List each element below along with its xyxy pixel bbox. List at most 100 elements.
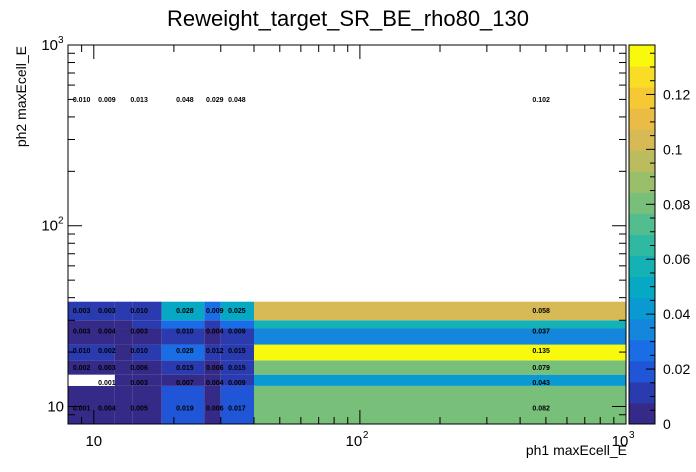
cell-value-label: 0.003 xyxy=(73,308,91,315)
colorbar-segment xyxy=(629,276,655,299)
colorbar-tick-label: 0.02 xyxy=(663,361,690,377)
cell-value-label: 0.028 xyxy=(176,348,194,355)
cell-value-label: 0.003 xyxy=(130,328,148,335)
heatmap-cell xyxy=(220,328,254,345)
heatmap-cell xyxy=(68,385,115,424)
cell-value-label: 0.007 xyxy=(176,380,194,387)
heatmap-cell xyxy=(68,301,115,321)
cell-value-label: 0.001 xyxy=(98,380,116,387)
cell-value-label: 0.009 xyxy=(206,308,224,315)
heatmap-cell xyxy=(204,301,221,321)
colorbar-segment xyxy=(629,66,655,88)
heatmap-cell xyxy=(220,344,254,361)
colorbar-segment xyxy=(629,150,655,172)
colorbar-segment xyxy=(629,402,655,425)
colorbar-segment xyxy=(629,255,655,278)
colorbar-segment xyxy=(629,45,655,67)
heatmap-cell xyxy=(114,360,133,375)
heatmap-cell xyxy=(204,360,221,375)
colorbar-segment xyxy=(629,234,655,257)
heatmap-cell xyxy=(68,328,115,345)
heatmap-cell xyxy=(114,385,133,424)
colorbar-segment xyxy=(629,213,655,235)
cell-value-label: 0.006 xyxy=(206,365,224,372)
x-tick-exponent: 3 xyxy=(629,430,635,441)
x-tick-label: 10 xyxy=(85,433,102,450)
heatmap-cell xyxy=(68,344,115,361)
cell-value-label: 0.015 xyxy=(228,348,246,355)
y-tick-label: 10 xyxy=(47,398,64,415)
heatmap-cell xyxy=(68,374,115,386)
heatmap-cell xyxy=(204,374,221,386)
heatmap-cell xyxy=(220,301,254,321)
heatmap-cell xyxy=(161,344,205,361)
heatmap-cell xyxy=(161,301,205,321)
heatmap-cell xyxy=(204,344,221,361)
cell-value-label: 0.004 xyxy=(98,328,116,335)
cell-value-label: 0.010 xyxy=(176,328,194,335)
x-tick-label: 10 xyxy=(612,433,629,450)
heatmap-cell xyxy=(161,385,205,424)
heatmap-cell xyxy=(132,344,162,361)
cell-value-label: 0.006 xyxy=(206,406,224,413)
colorbar-segment xyxy=(629,360,655,383)
y-tick-label: 10 xyxy=(41,37,58,54)
cell-value-label: 0.048 xyxy=(228,97,246,104)
cell-value-label: 0.029 xyxy=(206,97,224,104)
cell-value-label: 0.015 xyxy=(228,365,246,372)
cell-value-label: 0.002 xyxy=(73,365,91,372)
cell-value-label: 0.082 xyxy=(532,406,550,413)
heatmap-cell xyxy=(254,374,626,386)
cell-value-labels: 0.001 0.004 0.005 0.019 0.006 0.017 0.082 0.001… xyxy=(73,97,550,413)
colorbar-segment xyxy=(629,192,655,214)
heatmap-cell xyxy=(254,344,626,361)
colorbar-segment xyxy=(629,171,655,193)
chart-title: Reweight_target_SR_BE_rho80_130 xyxy=(167,6,529,31)
heatmap-cell xyxy=(161,374,205,386)
cell-value-label: 0.017 xyxy=(228,406,246,413)
cell-value-label: 0.004 xyxy=(206,380,224,387)
heatmap-cell xyxy=(161,320,205,329)
cell-value-label: 0.048 xyxy=(176,97,194,104)
cell-value-label: 0.079 xyxy=(532,365,550,372)
heatmap-cell xyxy=(254,320,626,329)
heatmap-cell xyxy=(204,328,221,345)
heatmap-cell xyxy=(114,344,133,361)
heatmap-cells xyxy=(68,301,626,424)
cell-value-label: 0.005 xyxy=(130,406,148,413)
y-tick-exponent: 3 xyxy=(58,35,64,46)
colorbar-segment xyxy=(629,129,655,151)
cell-value-label: 0.025 xyxy=(228,308,246,315)
heatmap-cell xyxy=(220,385,254,424)
cell-value-label: 0.003 xyxy=(98,365,116,372)
cell-value-label: 0.058 xyxy=(532,308,550,315)
heatmap-cell xyxy=(114,320,133,329)
x-axis-label: ph1 maxEcell_E xyxy=(526,442,627,458)
x-axis-ticks: 10 10 2 10 3 xyxy=(67,45,635,450)
heatmap-cell xyxy=(161,360,205,375)
cell-value-label: 0.015 xyxy=(176,365,194,372)
cell-value-label: 0.010 xyxy=(130,348,148,355)
colorbar-tick-label: 0.06 xyxy=(663,251,690,267)
colorbar-segment xyxy=(629,108,655,130)
heatmap-cell xyxy=(220,360,254,375)
cell-value-label: 0.006 xyxy=(130,365,148,372)
cell-value-label: 0.135 xyxy=(532,348,550,355)
heatmap-cell xyxy=(114,374,133,386)
cell-value-label: 0.028 xyxy=(176,308,194,315)
heatmap-cell xyxy=(204,385,221,424)
heatmap-cell xyxy=(132,301,162,321)
heatmap-cell xyxy=(204,320,221,329)
x-tick-label: 10 xyxy=(346,433,363,450)
heatmap-cell xyxy=(114,328,133,345)
cell-value-label: 0.002 xyxy=(98,348,116,355)
heatmap-cell xyxy=(220,374,254,386)
cell-value-label: 0.009 xyxy=(228,380,246,387)
y-tick-label: 10 xyxy=(41,218,58,235)
heatmap-cell xyxy=(254,301,626,321)
cell-value-label: 0.037 xyxy=(532,328,550,335)
cell-value-label: 0.010 xyxy=(73,348,91,355)
heatmap-cell xyxy=(132,360,162,375)
